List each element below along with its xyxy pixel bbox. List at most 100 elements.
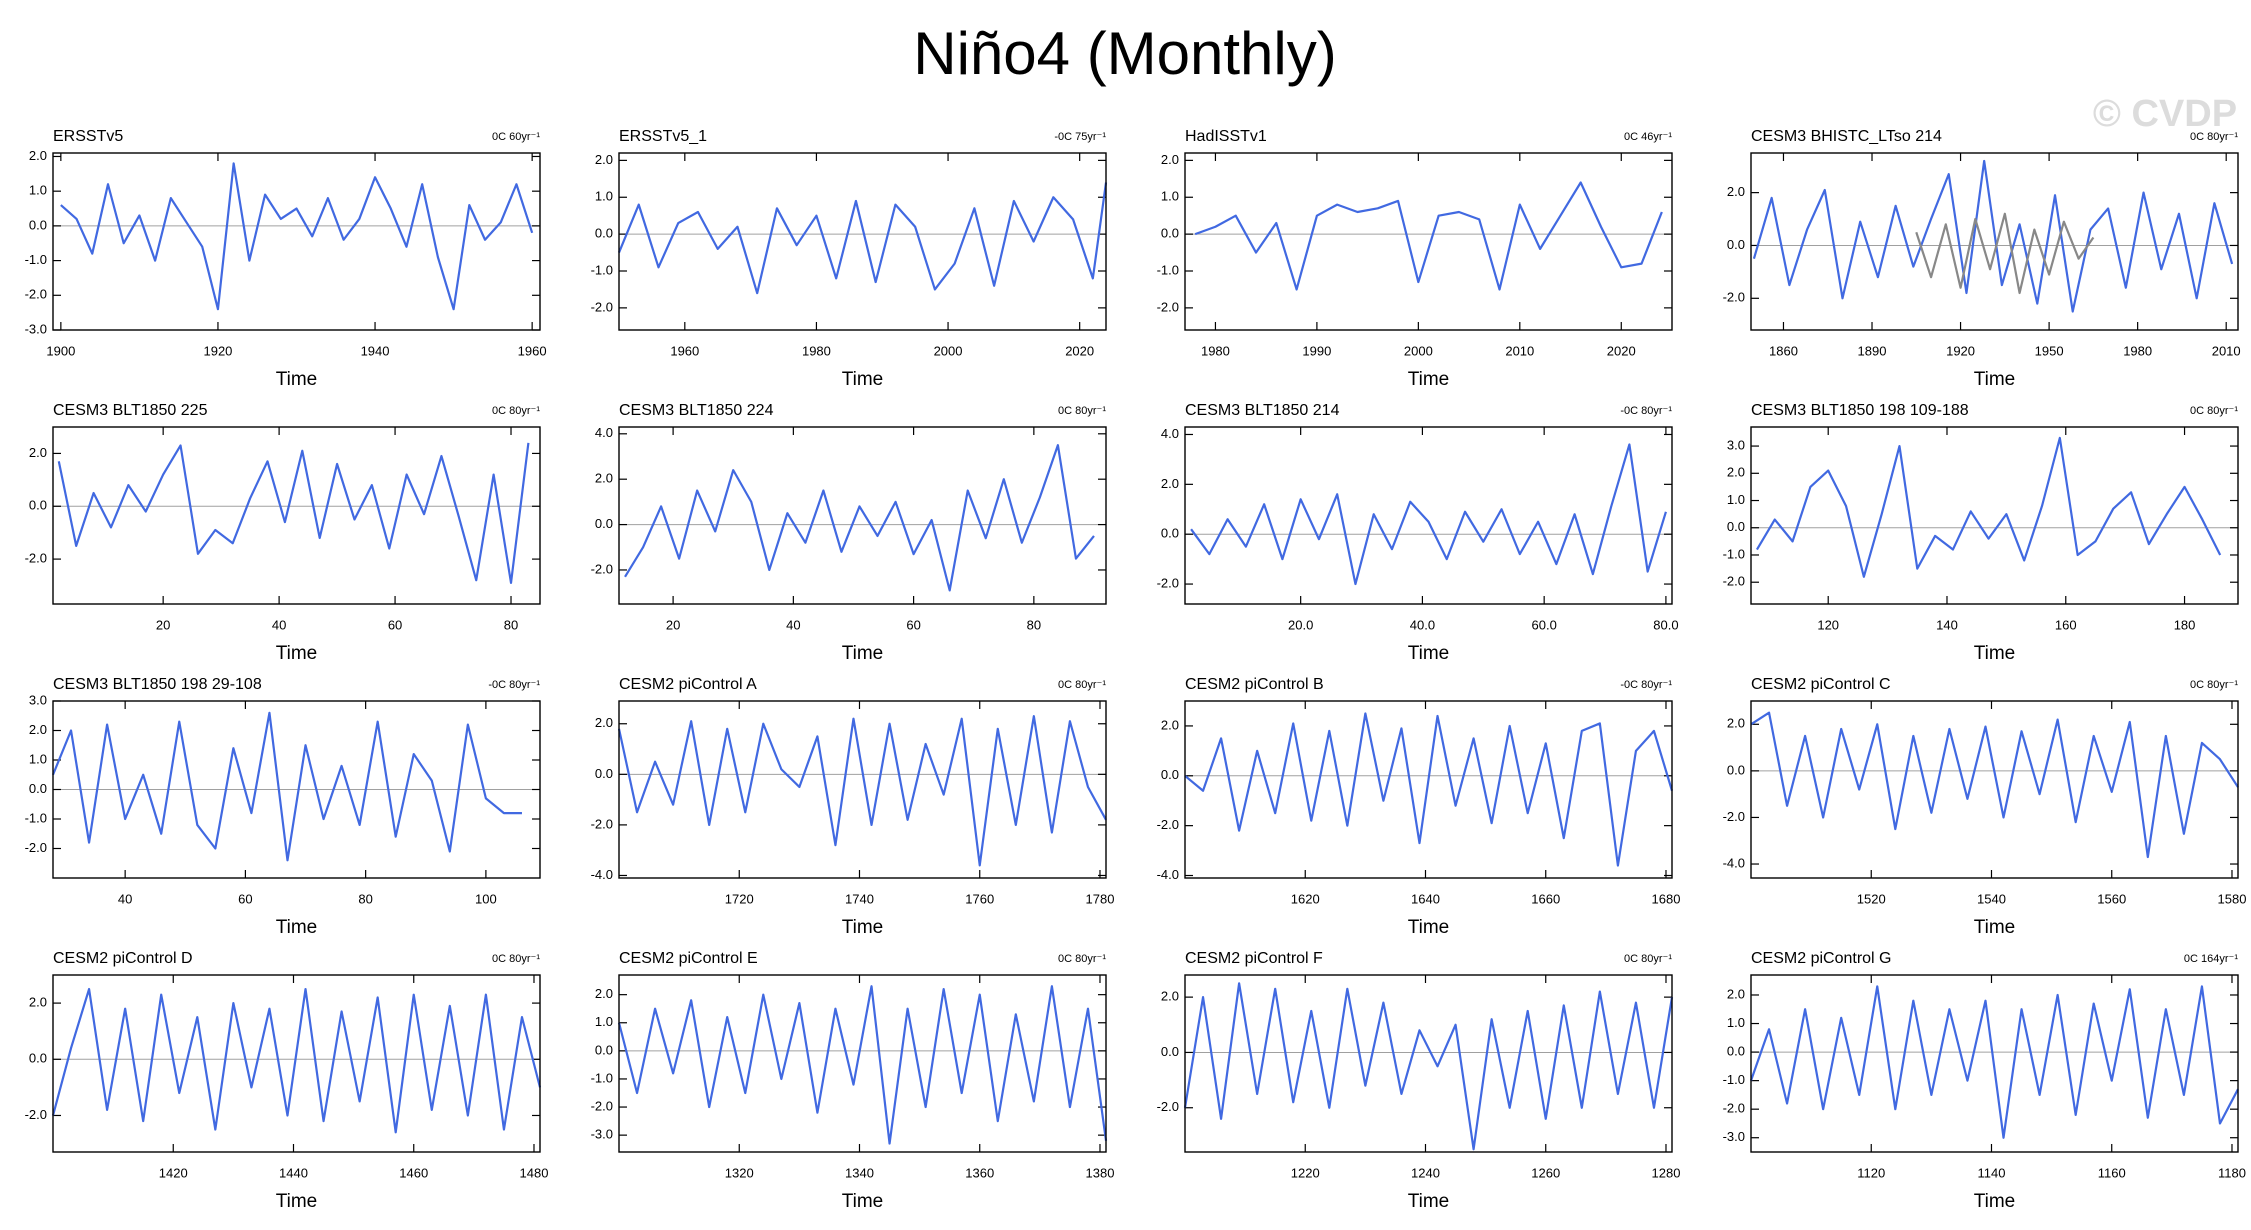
x-tick-label: 1920 <box>1946 343 1975 358</box>
y-tick-label: 1.0 <box>1161 189 1179 204</box>
x-tick-label: 1640 <box>1411 891 1440 906</box>
x-tick-label: 1540 <box>1977 891 2006 906</box>
x-tick-label: 1900 <box>46 343 75 358</box>
panel: CESM2 piControl G 0C 164yr⁻¹ Time -3.0 -2.0 -… <box>1723 950 2246 1212</box>
plot-frame <box>1750 152 2239 331</box>
y-tick-label: -4.0 <box>591 867 613 882</box>
series-line <box>57 442 530 584</box>
x-tick-label: 180 <box>2174 617 2196 632</box>
x-axis-label: Time <box>842 1191 884 1212</box>
x-tick-label: 1280 <box>1652 1165 1681 1180</box>
x-tick-label: 1560 <box>2097 891 2126 906</box>
x-tick-label: 80 <box>1027 617 1041 632</box>
x-tick-label: 1890 <box>1858 343 1887 358</box>
trend-label: -0C 80yr⁻¹ <box>1620 405 1672 417</box>
y-tick-label: 2.0 <box>1727 184 1745 199</box>
x-tick-label: 1180 <box>2218 1165 2246 1180</box>
series-line <box>1749 985 2239 1139</box>
x-tick-label: 1620 <box>1291 891 1320 906</box>
y-tick-label: -2.0 <box>25 287 47 302</box>
x-axis-label: Time <box>1408 917 1450 938</box>
x-tick-label: 80 <box>358 891 372 906</box>
y-tick-label: 4.0 <box>1161 426 1179 441</box>
x-tick-label: 1240 <box>1411 1165 1440 1180</box>
y-tick-label: -1.0 <box>1723 1072 1745 1087</box>
x-tick-label: 1420 <box>159 1165 188 1180</box>
y-tick-label: 0.0 <box>1161 226 1179 241</box>
panel: CESM2 piControl A 0C 80yr⁻¹ Time -4.0 -2.0 0.… <box>591 676 1115 938</box>
series-line <box>617 182 1108 295</box>
y-tick-label: -2.0 <box>1723 1101 1745 1116</box>
x-tick-label: 1720 <box>725 891 754 906</box>
y-tick-label: 0.0 <box>1727 762 1745 777</box>
x-axis-label: Time <box>1974 1191 2016 1212</box>
x-tick-label: 40 <box>118 891 132 906</box>
y-tick-label: 2.0 <box>29 445 47 460</box>
plot-frame <box>618 700 1107 879</box>
x-tick-label: 20 <box>666 617 680 632</box>
x-axis-label: Time <box>276 1191 318 1212</box>
x-tick-label: 1980 <box>2123 343 2152 358</box>
panel: ERSSTv5 0C 60yr⁻¹ Time -3.0 -2.0 -1.0 0.0 1.0 2.… <box>25 128 547 390</box>
x-tick-label: 140 <box>1936 617 1958 632</box>
y-tick-label: 2.0 <box>595 152 613 167</box>
panel-title: CESM3 BLT1850 198 29-108 <box>53 676 262 693</box>
panel: CESM2 piControl B -0C 80yr⁻¹ Time -4.0 -2.0 0… <box>1157 676 1681 938</box>
y-tick-label: 1.0 <box>595 189 613 204</box>
y-tick-label: 0.0 <box>1727 237 1745 252</box>
x-axis-label: Time <box>842 643 884 664</box>
plot-frame <box>618 152 1107 331</box>
panel: CESM2 piControl E 0C 80yr⁻¹ Time -3.0 -2.0 -1… <box>591 950 1115 1212</box>
x-tick-label: 1120 <box>1857 1165 1885 1180</box>
y-tick-label: 2.0 <box>1727 986 1745 1001</box>
y-tick-label: -4.0 <box>1723 855 1745 870</box>
panel-title: CESM3 BHISTC_LTso 214 <box>1751 128 1942 145</box>
x-tick-label: 60 <box>906 617 920 632</box>
x-tick-label: 40 <box>272 617 286 632</box>
panel: CESM3 BLT1850 198 109-188 0C 80yr⁻¹ Time -2… <box>1723 402 2239 664</box>
y-tick-label: 2.0 <box>1727 716 1745 731</box>
x-tick-label: 1680 <box>1652 891 1681 906</box>
panel-title: CESM3 BLT1850 214 <box>1185 402 1340 419</box>
x-tick-label: 1960 <box>670 343 699 358</box>
y-tick-label: -1.0 <box>1157 262 1179 277</box>
x-axis-label: Time <box>276 917 318 938</box>
panel: CESM3 BLT1850 198 29-108 -0C 80yr⁻¹ Time -2… <box>25 676 541 938</box>
panel-title: ERSSTv5_1 <box>619 128 707 145</box>
x-axis-label: Time <box>1408 1191 1450 1212</box>
x-tick-label: 1760 <box>965 891 994 906</box>
y-tick-label: -4.0 <box>1157 867 1179 882</box>
y-tick-label: 1.0 <box>29 751 47 766</box>
plot-frame <box>1184 974 1673 1153</box>
x-tick-label: 1460 <box>399 1165 428 1180</box>
y-tick-label: 0.0 <box>595 226 613 241</box>
panel-title: ERSSTv5 <box>53 128 123 145</box>
y-tick-label: 2.0 <box>1161 717 1179 732</box>
x-tick-label: 2010 <box>2212 343 2241 358</box>
x-tick-label: 1950 <box>2035 343 2064 358</box>
y-tick-label: 2.0 <box>29 995 47 1010</box>
series-line <box>624 444 1095 592</box>
series-line <box>1755 436 2222 578</box>
x-tick-label: 60.0 <box>1532 617 1557 632</box>
x-tick-label: 1160 <box>2098 1165 2126 1180</box>
x-tick-label: 2010 <box>1505 343 1534 358</box>
plot-frame <box>1750 426 2239 605</box>
x-tick-label: 20.0 <box>1288 617 1313 632</box>
panel-title: CESM2 piControl C <box>1751 676 1891 693</box>
plot-frame <box>52 700 541 879</box>
y-tick-label: -2.0 <box>25 840 47 855</box>
x-axis-label: Time <box>1974 643 2016 664</box>
y-tick-label: 0.0 <box>1161 1044 1179 1059</box>
y-tick-label: 0.0 <box>595 516 613 531</box>
x-axis-label: Time <box>1974 917 2016 938</box>
x-tick-label: 2000 <box>1404 343 1433 358</box>
y-tick-label: 0.0 <box>595 766 613 781</box>
y-tick-label: 2.0 <box>595 471 613 486</box>
y-tick-label: 0.0 <box>1161 767 1179 782</box>
y-tick-label: 2.0 <box>29 148 47 163</box>
x-tick-label: 2020 <box>1065 343 1094 358</box>
plot-frame <box>52 974 541 1153</box>
x-tick-label: 1990 <box>1302 343 1331 358</box>
